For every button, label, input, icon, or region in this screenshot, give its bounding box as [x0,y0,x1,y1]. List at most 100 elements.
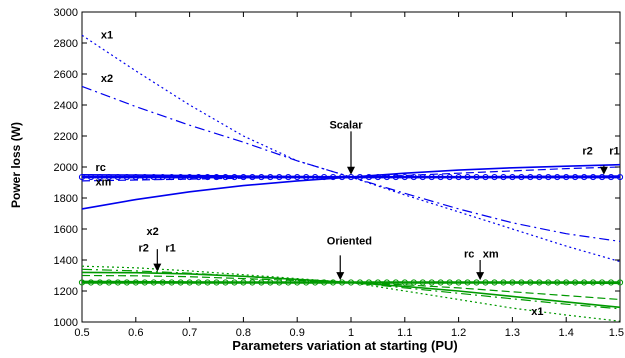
series-point [267,279,274,286]
annotation-label: Oriented [327,236,372,248]
series-point [554,173,561,181]
series-point [374,279,381,286]
series-point [590,279,597,286]
x-tick-label: 0.7 [182,327,197,339]
series-point [491,173,498,181]
annotation-label: x2 [101,73,113,85]
x-tick-label: 1.2 [451,327,466,339]
series-point [500,173,507,181]
series-point [159,279,166,286]
series-point [437,173,444,181]
series-point [598,173,606,181]
x-axis-ticks: 0.5 0.6 0.7 0.8 0.9 1 1.1 1.2 1.3 1.4 1.5 [74,12,624,339]
series-point [87,279,95,286]
x-tick-label: 1.1 [397,327,412,339]
series-point [213,173,220,181]
series-point [186,279,193,286]
series-point [249,279,256,286]
series-point [428,279,435,286]
annotation-label: r1 [165,242,175,254]
series-point [383,279,390,286]
series-point [482,279,489,286]
annotation-arrow [347,131,355,175]
series-point [590,173,597,181]
series-point [536,173,543,181]
x-tick-label: 1.3 [505,327,520,339]
series-point [581,279,588,286]
series-point [114,279,121,286]
annotation-arrow [336,255,345,281]
y-tick-label: 2200 [54,131,78,143]
series-point [105,279,113,286]
series-point [213,279,220,286]
y-tick-label: 1000 [54,317,78,329]
y-tick-label: 2600 [54,69,78,81]
series-point [491,279,498,286]
series-point [616,279,624,286]
series-point [150,279,157,286]
series-point [563,173,570,181]
series-line [81,265,621,322]
series-point [545,173,552,181]
annotation-label: Scalar [329,119,363,131]
series-point [581,173,588,181]
series-point [276,279,283,286]
series-point [240,279,247,286]
y-axis-label: Power loss (W) [9,122,23,208]
series-point [446,279,453,286]
series-point [536,279,543,286]
series-point [141,279,148,286]
annotation-label: x1 [101,29,113,41]
x-tick-label: 0.5 [74,327,89,339]
series-point [150,173,157,181]
series-point [347,279,355,286]
series-point [455,279,462,286]
series-point [329,279,337,286]
series-point [509,173,516,181]
series-point [464,173,471,181]
series-point [607,173,615,181]
series-point [168,279,175,286]
series-point [410,173,417,181]
y-tick-label: 3000 [54,7,78,19]
y-tick-label: 2000 [54,162,78,174]
y-tick-label: 1800 [54,193,78,205]
annotation-label: rc [464,249,474,261]
annotation-label: r2 [138,242,148,254]
series-point [267,173,274,181]
series-point [78,173,86,181]
y-tick-label: 2800 [54,38,78,50]
y-tick-label: 1400 [54,255,78,267]
annotation-label: x1 [531,306,543,318]
x-tick-label: 0.6 [128,327,143,339]
annotation-label: r1 [609,146,619,158]
series-point [572,173,579,181]
series-point [338,279,346,286]
series-point [258,173,265,181]
series-point [195,173,202,181]
series-point [177,279,184,286]
series-point [159,173,166,181]
series-point [437,279,444,286]
series-oriented-xm [78,279,624,286]
series-point [527,279,534,286]
series-point [554,279,561,286]
y-axis-ticks: 1000 1200 1400 1600 1800 2000 2200 2400 2600 2800… [54,7,620,329]
series-scalar-r2 [81,166,621,182]
series-point [87,173,95,181]
series-point [105,173,113,181]
series-line [81,166,621,182]
y-tick-label: 1600 [54,224,78,236]
series-oriented-x1 [81,265,621,322]
series-point [464,279,471,286]
series-point [473,279,480,286]
series-point [473,173,480,181]
series-point [518,279,525,286]
series-point [303,279,310,286]
annotation-arrow [476,260,485,281]
annotation-label: xm [95,177,111,189]
y-tick-label: 2400 [54,100,78,112]
series-point [258,279,265,286]
series-point [231,279,238,286]
series-point [572,279,579,286]
